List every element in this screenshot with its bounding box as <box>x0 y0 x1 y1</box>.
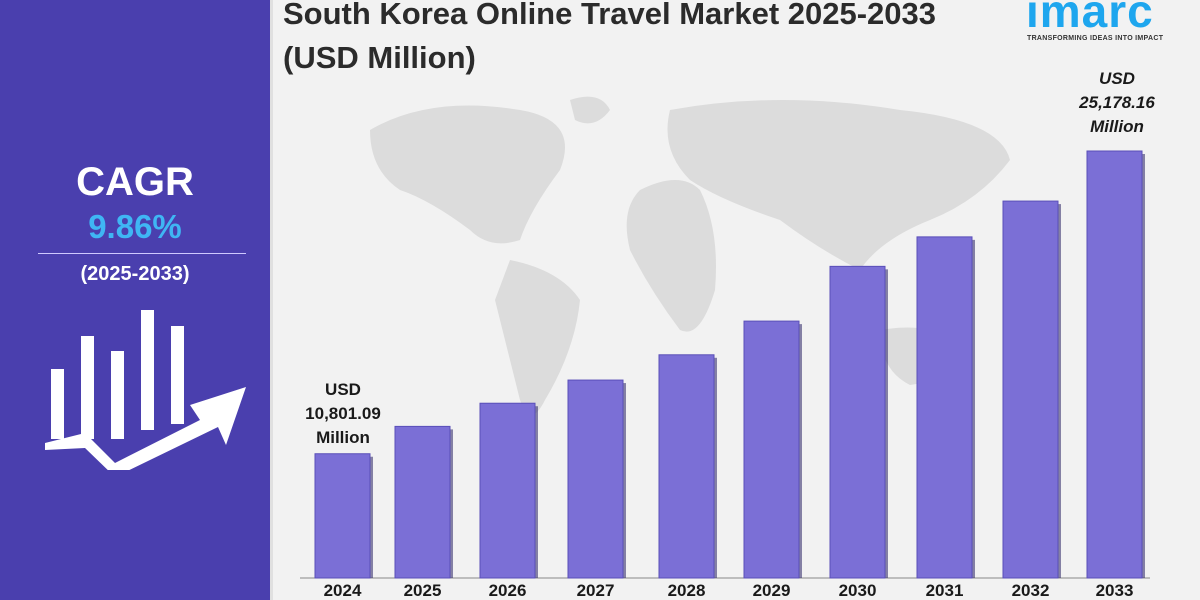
annotation-unit: Million <box>316 428 370 447</box>
x-tick-label: 2024 <box>324 581 362 600</box>
divider <box>38 253 246 254</box>
x-tick-label: 2026 <box>489 581 527 600</box>
x-tick-label: 2028 <box>668 581 706 600</box>
bar-2025 <box>394 425 451 579</box>
annotation-value: 25,178.16 <box>1079 93 1155 112</box>
bar-2029 <box>743 320 800 579</box>
cagr-label: CAGR <box>76 160 194 204</box>
x-tick-label: 2025 <box>404 581 442 600</box>
annotation-currency: USD <box>325 380 361 399</box>
bar-2027 <box>567 379 624 579</box>
last-value-annotation: USD 25,178.16 Million <box>1057 67 1177 139</box>
annotation-value: 10,801.09 <box>305 404 381 423</box>
bar-2024 <box>314 453 371 579</box>
cagr-value: 9.86% <box>88 208 182 245</box>
bar-2026 <box>479 402 536 579</box>
x-tick-label: 2033 <box>1096 581 1134 600</box>
bar-2033 <box>1086 150 1143 579</box>
chart-title: South Korea Online Travel Market 2025-20… <box>283 0 936 75</box>
bar-2030 <box>829 265 886 579</box>
cagr-period: (2025-2033) <box>80 263 190 285</box>
first-value-annotation: USD 10,801.09 Million <box>283 378 403 450</box>
annotation-currency: USD <box>1099 69 1135 88</box>
bar-2031 <box>916 236 973 579</box>
x-tick-label: 2027 <box>577 581 615 600</box>
x-tick-label: 2032 <box>1012 581 1050 600</box>
bar-2028 <box>658 354 715 579</box>
x-tick-label: 2029 <box>753 581 791 600</box>
x-tick-label: 2031 <box>926 581 964 600</box>
bar-chart-growth-arrow-icon <box>45 310 246 470</box>
imarc-logo: imarc <box>1026 0 1154 37</box>
bar-2032 <box>1002 200 1059 579</box>
annotation-unit: Million <box>1090 117 1144 136</box>
logo-tagline: TRANSFORMING IDEAS INTO IMPACT <box>1027 35 1164 42</box>
x-tick-label: 2030 <box>839 581 877 600</box>
cagr-sidebar: CAGR 9.86% (2025-2033) <box>0 0 273 600</box>
